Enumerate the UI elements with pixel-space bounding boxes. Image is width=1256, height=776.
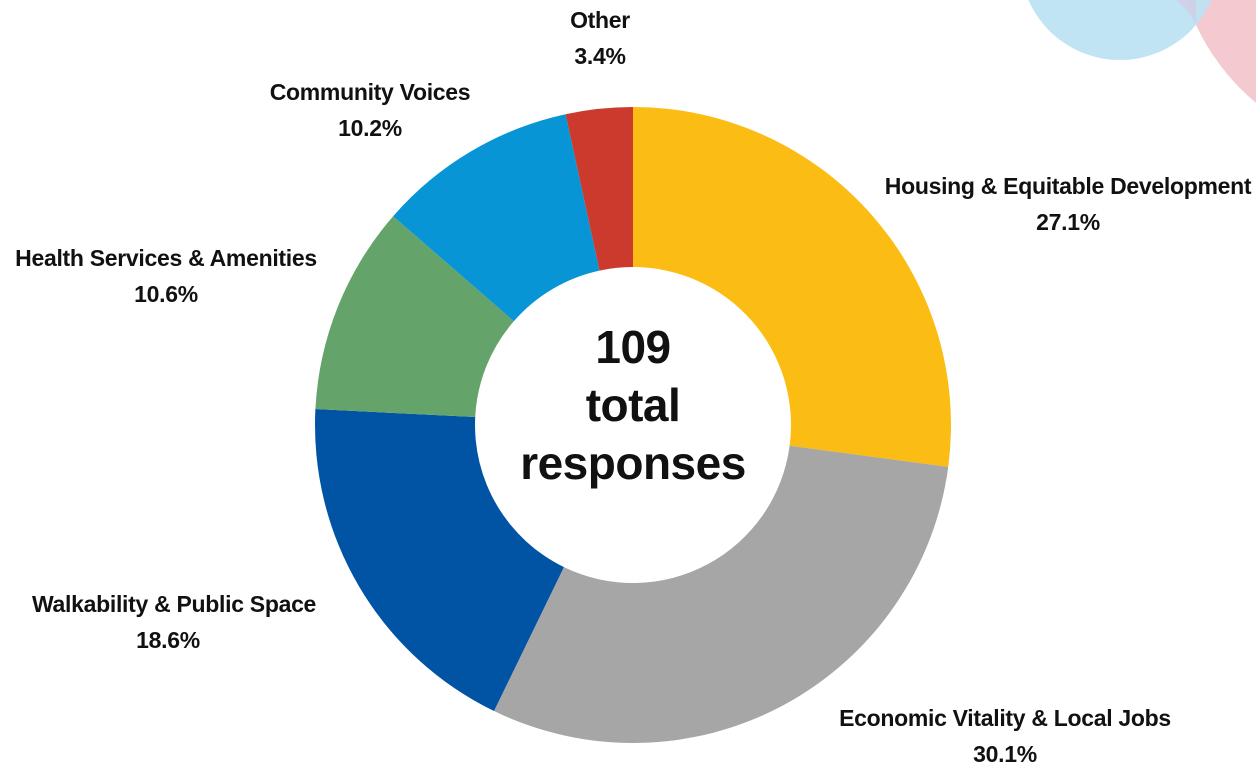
- slice-percent-housing: 27.1%: [1036, 209, 1100, 235]
- slice-name-walkability: Walkability & Public Space: [32, 591, 317, 617]
- slice-community: [393, 114, 600, 322]
- slice-percent-health: 10.6%: [134, 281, 198, 307]
- center-line-2: total: [585, 379, 681, 431]
- slice-other: [565, 107, 633, 271]
- slice-walkability: [314, 409, 564, 712]
- slice-name-economic: Economic Vitality & Local Jobs: [839, 705, 1171, 731]
- center-total: 109: [595, 321, 671, 373]
- slice-percent-walkability: 18.6%: [136, 627, 200, 653]
- slice-label-economic: Economic Vitality & Local Jobs 30.1%: [832, 700, 1178, 772]
- slice-label-housing: Housing & Equitable Development 27.1%: [884, 168, 1252, 240]
- slice-name-housing: Housing & Equitable Development: [884, 173, 1252, 199]
- center-label: 109 total responses: [478, 318, 788, 492]
- slice-housing: [633, 107, 951, 467]
- slice-name-other: Other: [570, 7, 630, 33]
- slice-label-other: Other 3.4%: [550, 2, 650, 74]
- center-line-3: responses: [520, 437, 746, 489]
- slice-label-health: Health Services & Amenities 10.6%: [10, 240, 322, 312]
- slice-percent-other: 3.4%: [574, 43, 626, 69]
- slice-percent-economic: 30.1%: [973, 741, 1037, 767]
- slice-label-walkability: Walkability & Public Space 18.6%: [32, 586, 317, 658]
- slice-percent-community: 10.2%: [338, 115, 402, 141]
- slice-economic: [493, 445, 949, 743]
- slice-health: [315, 216, 514, 418]
- slice-label-community: Community Voices 10.2%: [264, 74, 476, 146]
- slice-name-health: Health Services & Amenities: [15, 245, 317, 271]
- slice-name-community: Community Voices: [269, 79, 471, 105]
